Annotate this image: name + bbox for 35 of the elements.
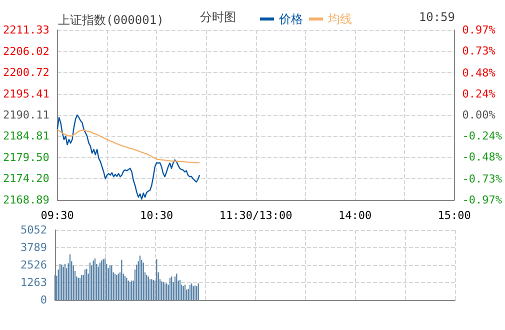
x-tick-label: 09:30: [40, 209, 74, 222]
text: 10:59: [418, 10, 455, 24]
y3-tick-label: 3789: [20, 241, 47, 254]
line-series: [56, 128, 200, 164]
y-tick-label: 2184.81: [3, 130, 50, 143]
line-series: [56, 114, 200, 200]
y3-tick-label: 1263: [20, 276, 47, 289]
y3-tick-label: 0: [40, 294, 47, 306]
chart-subtitle: 分时图: [200, 10, 236, 24]
y-tick-label: 2168.89: [3, 194, 50, 206]
y3-tick-label: 5052: [20, 224, 47, 236]
y2-tick-label: 0.24%: [462, 87, 496, 100]
y2-tick-label: 0.73%: [462, 44, 496, 58]
legend-label: 价格: [278, 12, 303, 26]
x-tick-label: 11:30/13:00: [219, 209, 292, 222]
y2-tick-label: -0.97%: [462, 194, 502, 206]
y-tick-label: 2200.72: [3, 66, 50, 79]
y3-tick-label: 2526: [20, 258, 47, 272]
x-tick-label: 15:00: [438, 209, 471, 222]
y2-tick-label: -0.24%: [462, 130, 502, 143]
legend-label: 均线: [327, 12, 352, 26]
x-tick-label: 14:00: [338, 209, 372, 222]
y-tick-label: 2174.20: [3, 172, 50, 186]
y2-tick-label: -0.73%: [462, 172, 502, 186]
y-tick-label: 2195.41: [3, 87, 50, 100]
y-tick-label: 2179.50: [3, 151, 50, 164]
y2-tick-label: -0.48%: [462, 150, 502, 164]
y-tick-label: 2211.33: [3, 24, 50, 36]
y-tick-label: 2190.11: [3, 108, 50, 122]
y2-tick-label: 0.48%: [462, 66, 496, 80]
y-tick-label: 2206.02: [3, 44, 50, 58]
x-tick-label: 10:30: [140, 209, 174, 222]
chart-title: 上证指数(000001): [58, 13, 164, 27]
y2-tick-label: 0.97%: [462, 24, 496, 36]
y2-tick-label: 0.00%: [462, 108, 496, 122]
